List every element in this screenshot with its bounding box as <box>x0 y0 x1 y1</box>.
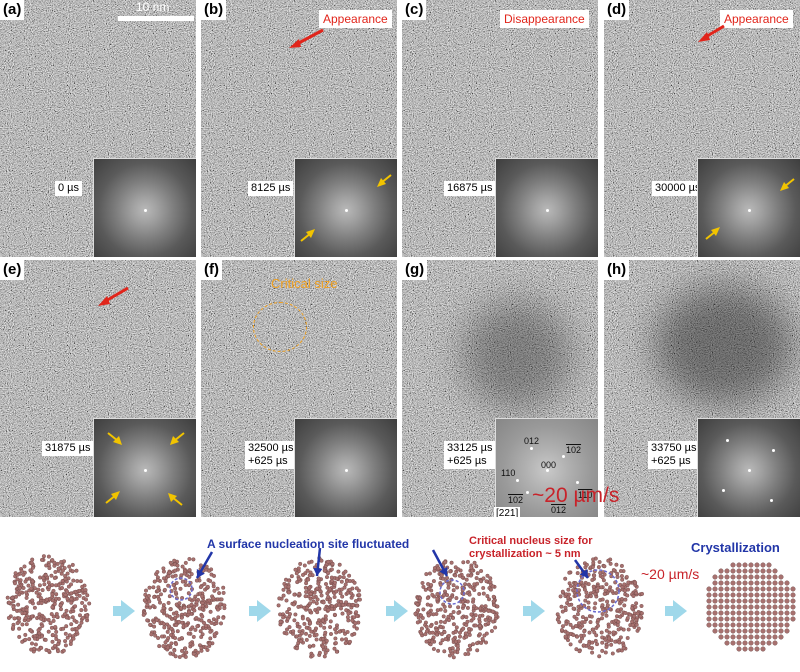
fft-inset: 012 102 000 110 110 102 012 <box>495 418 598 517</box>
amorphous-cluster <box>5 554 92 655</box>
disappearance-tag: Disappearance <box>500 10 589 28</box>
panel-label: (a) <box>0 0 25 20</box>
fft-inset <box>495 158 598 257</box>
pointer-arrowhead-icon <box>313 567 323 576</box>
surface-nucleation-label: A surface nucleation site fluctuated <box>207 537 410 551</box>
scale-bar-label: 10 nm <box>136 0 170 14</box>
crystal-cluster <box>706 562 796 652</box>
fft-inset <box>93 418 196 517</box>
process-arrow-icon <box>249 600 271 622</box>
fft-inset <box>294 418 397 517</box>
amorphous-cluster <box>413 559 500 660</box>
miller-index: 012 <box>551 505 567 515</box>
time-label: 8125 µs <box>248 181 294 196</box>
time-label: 31875 µs <box>42 441 94 456</box>
red-arrow-icon <box>98 286 129 306</box>
panel-b: (b) Appearance 8125 µs <box>201 0 397 257</box>
panel-label: (d) <box>604 0 630 20</box>
critical-size-label: Critical size <box>271 276 338 291</box>
panel-label: (g) <box>402 260 428 280</box>
critical-size-circle <box>253 302 307 352</box>
panel-d: (d) Appearance 30000 µs <box>604 0 800 257</box>
nucleation-site-circle <box>439 579 465 605</box>
pointer-arrowhead-icon <box>439 567 448 576</box>
pointer-arrowhead-icon <box>196 569 205 578</box>
fft-inset <box>93 158 196 257</box>
time-label: 0 µs <box>55 181 83 196</box>
panel-g: (g) 33125 µs +625 µs 012 102 000 110 110 … <box>402 260 598 517</box>
panel-label: (h) <box>604 260 630 280</box>
time-label: 32500 µs +625 µs <box>245 441 297 469</box>
fft-inset <box>697 418 800 517</box>
zone-axis: [221] <box>494 507 521 517</box>
scale-bar <box>118 16 194 21</box>
miller-index: 000 <box>541 460 557 470</box>
panel-f: (f) Critical size 32500 µs +625 µs <box>201 260 397 517</box>
red-arrow-icon <box>698 24 725 42</box>
critical-nucleus-circle <box>576 569 620 613</box>
time-label: 33125 µs +625 µs <box>444 441 496 469</box>
panel-label: (f) <box>201 260 222 280</box>
amorphous-cluster <box>276 556 362 659</box>
panel-label: (e) <box>0 260 25 280</box>
bottom-rate-label: ~20 µm/s <box>641 566 700 582</box>
growth-rate-label: ~20 µm/s <box>532 484 620 507</box>
nucleation-site-circle <box>169 577 193 601</box>
crystallization-label: Crystallization <box>691 540 780 555</box>
panel-e: (e) 31875 µs <box>0 260 196 517</box>
amorphous-cluster <box>555 556 645 659</box>
appearance-tag: Appearance <box>720 10 793 28</box>
panel-c: (c) Disappearance 16875 µs <box>402 0 598 257</box>
process-arrow-icon <box>386 600 408 622</box>
amorphous-cluster <box>141 557 227 659</box>
panel-a: (a) 10 nm 0 µs <box>0 0 196 257</box>
appearance-tag: Appearance <box>319 10 392 28</box>
nucleation-schematic <box>5 547 796 660</box>
process-arrow-icon <box>665 600 687 622</box>
time-label: 33750 µs +625 µs <box>648 441 700 469</box>
panel-label: (b) <box>201 0 227 20</box>
miller-index: 102 <box>566 445 582 455</box>
miller-index: 110 <box>501 468 516 478</box>
process-arrow-icon <box>113 600 135 622</box>
miller-index: 012 <box>524 436 540 446</box>
red-arrow-icon <box>289 28 324 48</box>
miller-index: 110 <box>578 490 593 500</box>
miller-index: 102 <box>508 495 524 505</box>
pointer-arrowhead-icon <box>579 569 588 578</box>
time-label: 16875 µs <box>444 181 496 196</box>
panel-h: (h) 33750 µs +625 µs <box>604 260 800 517</box>
fft-inset <box>697 158 800 257</box>
time-label: 30000 µs <box>652 181 704 196</box>
critical-nucleus-label: Critical nucleus size for crystallization… <box>469 535 593 560</box>
process-arrow-icon <box>523 600 545 622</box>
fft-inset <box>294 158 397 257</box>
panel-label: (c) <box>402 0 427 20</box>
